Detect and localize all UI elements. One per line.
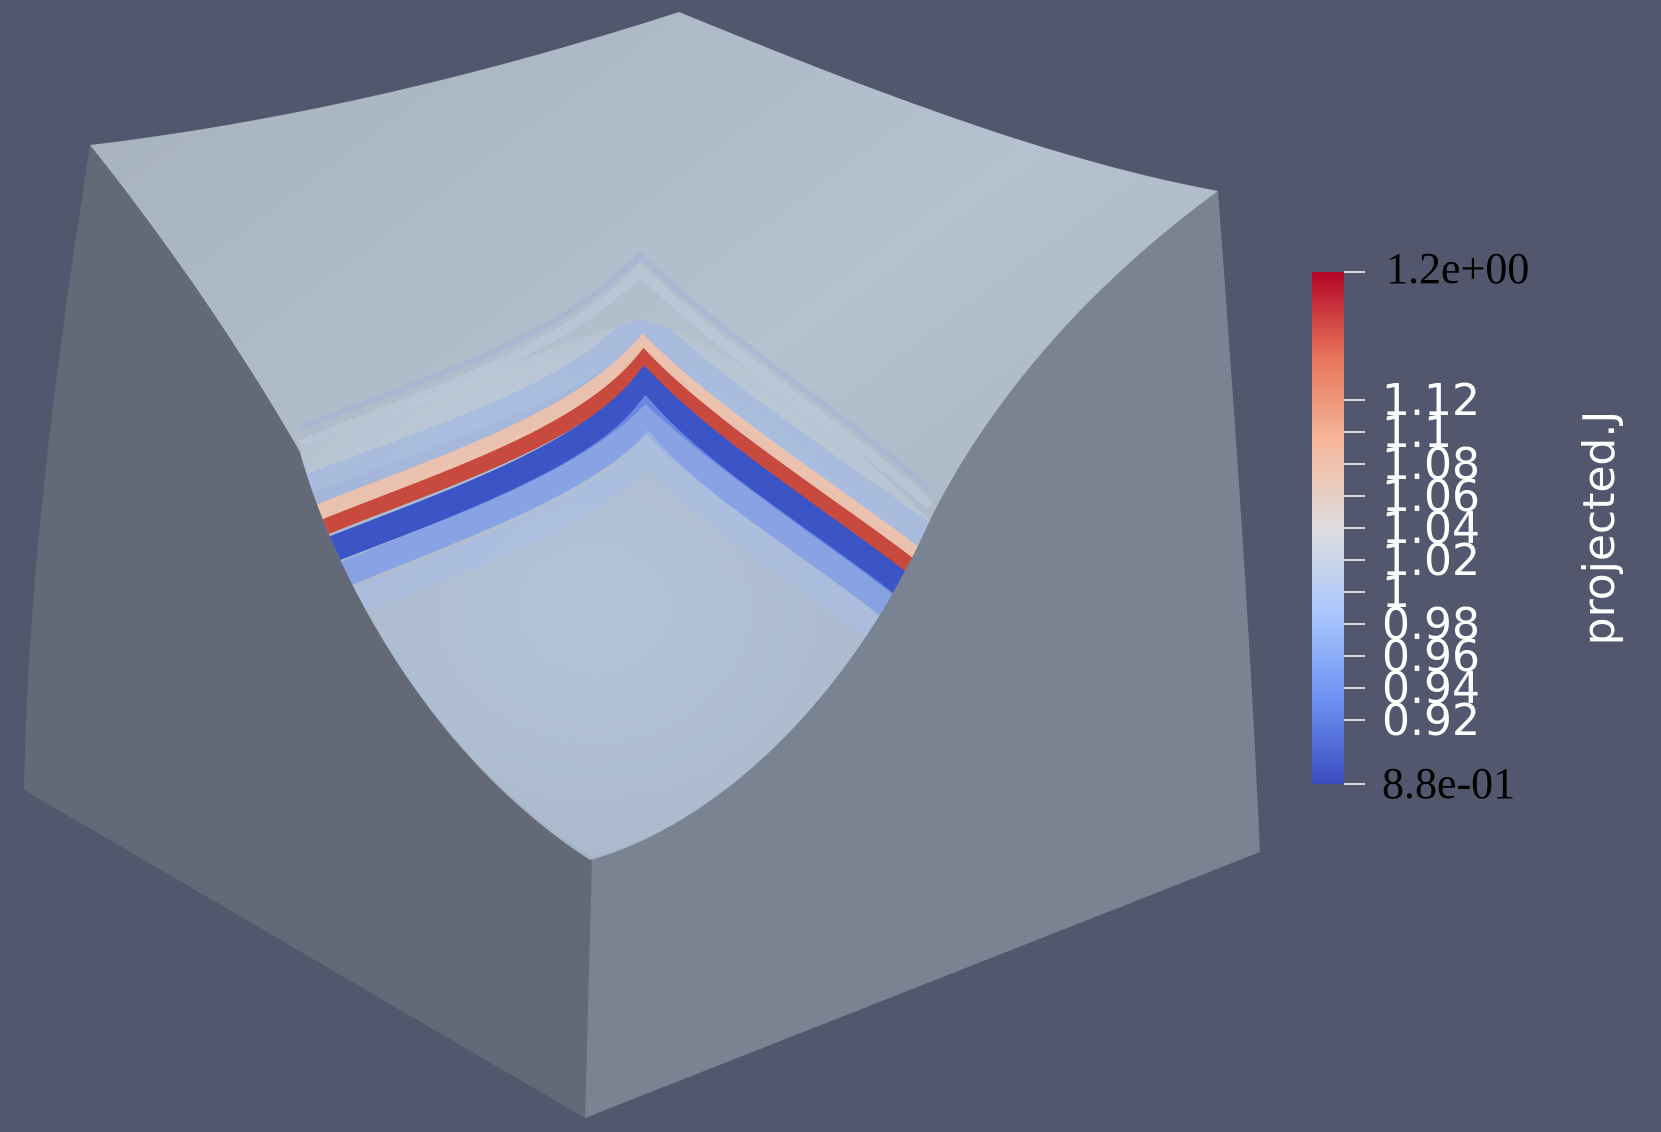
cut-cube-mesh[interactable] — [24, 12, 1260, 1118]
scalar-bar-tick-label: 0.94 — [1382, 663, 1480, 714]
scalar-bar-tick-label: 1.08 — [1382, 439, 1480, 490]
scalar-bar-tick-label: 0.98 — [1382, 599, 1480, 650]
scalar-bar-legend[interactable]: 1.2e+00 8.8e-01 1.121.11.081.061.041.021… — [1312, 244, 1625, 808]
wave-ripples — [298, 250, 934, 509]
left-face — [24, 145, 592, 1118]
scalar-bar-tick-label: 0.96 — [1382, 631, 1480, 682]
scalar-bar-min-label: 8.8e-01 — [1382, 759, 1515, 808]
scalar-bar-tick-label: 1 — [1382, 567, 1410, 618]
scalar-bar-gradient — [1312, 272, 1344, 784]
scalar-bar-max-label: 1.2e+00 — [1386, 244, 1529, 293]
scalar-bar-tick-label: 1.04 — [1382, 503, 1480, 554]
scalar-bar-tick-label: 1.02 — [1382, 535, 1480, 586]
wave-front-band — [300, 320, 930, 656]
scalar-bar-tick-label: 1.12 — [1382, 375, 1480, 426]
scalar-bar-title: projected.J — [1574, 411, 1625, 646]
scalar-bar-tick-label: 1.06 — [1382, 471, 1480, 522]
scalar-bar-tick-label: 0.92 — [1382, 695, 1480, 746]
scalar-bar-tick-label: 1.1 — [1382, 407, 1452, 458]
right-face — [585, 191, 1260, 1118]
